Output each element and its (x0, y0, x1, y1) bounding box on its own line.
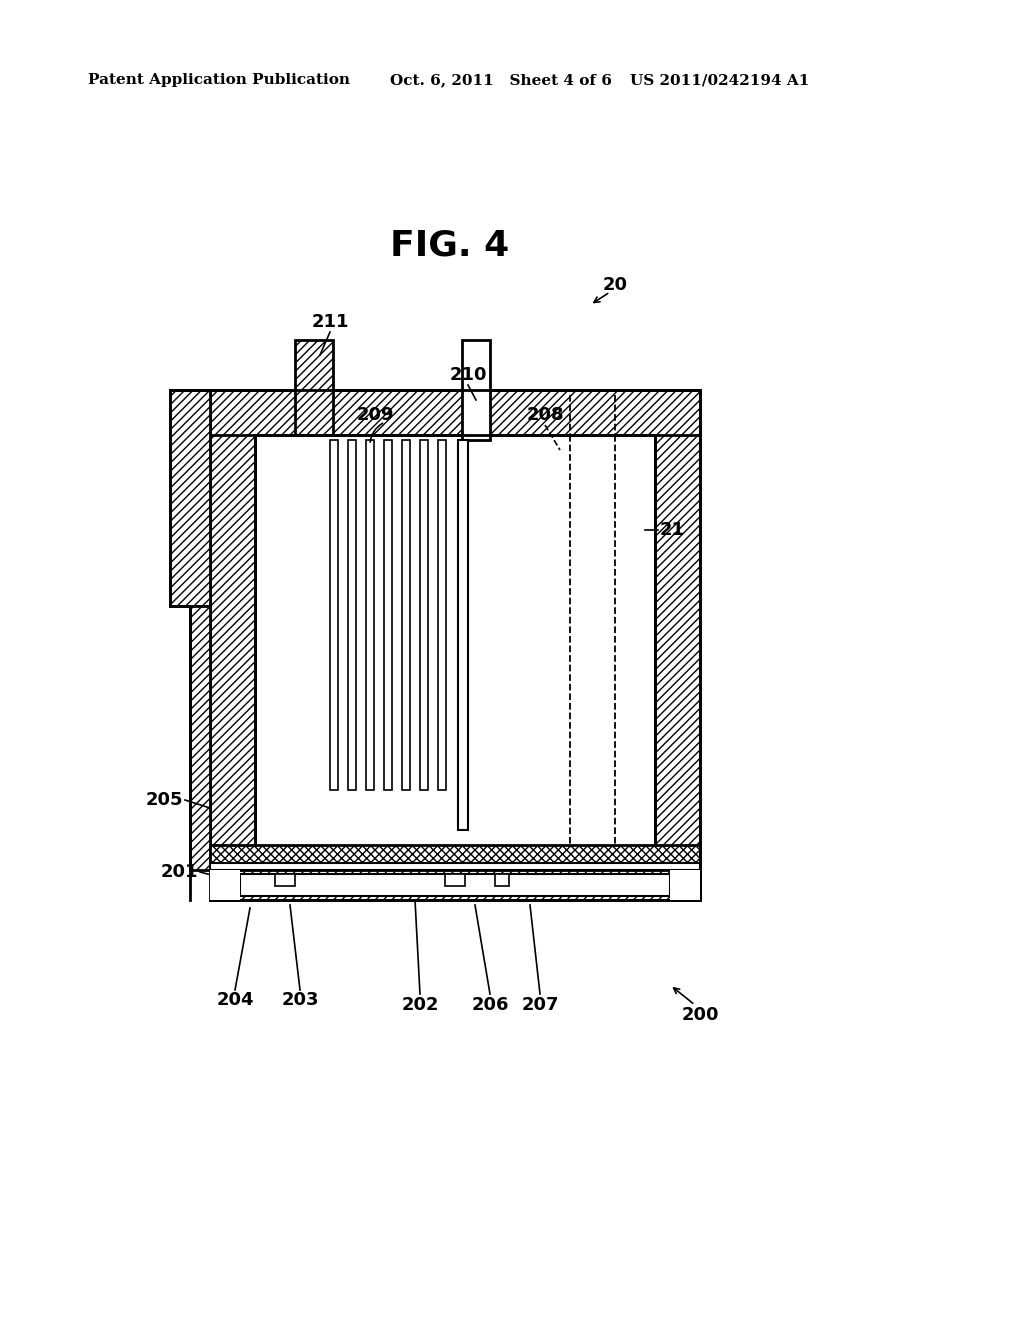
Bar (210, 870, 700, 900)
Bar (275, 874, 295, 886)
Text: 211: 211 (311, 313, 349, 331)
Bar (348, 440, 356, 789)
Bar (210, 389, 700, 436)
Bar (366, 440, 374, 789)
Text: 210: 210 (450, 366, 486, 384)
Bar (438, 440, 446, 789)
Bar (210, 389, 255, 870)
Bar (210, 870, 240, 900)
Text: Oct. 6, 2011   Sheet 4 of 6: Oct. 6, 2011 Sheet 4 of 6 (390, 73, 612, 87)
Text: 20: 20 (602, 276, 628, 294)
Bar (295, 341, 333, 436)
Bar (458, 440, 468, 830)
Text: 201: 201 (161, 863, 198, 880)
Text: 205: 205 (145, 791, 183, 809)
Text: 203: 203 (282, 991, 318, 1008)
Bar (240, 874, 670, 896)
Text: 21: 21 (660, 521, 685, 539)
Text: 206: 206 (471, 997, 509, 1014)
Text: 204: 204 (216, 991, 254, 1008)
Bar (420, 440, 428, 789)
Bar (655, 389, 700, 870)
Text: Patent Application Publication: Patent Application Publication (88, 73, 350, 87)
Text: 208: 208 (526, 407, 564, 424)
Bar (495, 874, 509, 886)
Bar (402, 440, 410, 789)
Text: FIG. 4: FIG. 4 (390, 228, 510, 261)
Bar (462, 341, 490, 440)
Text: 209: 209 (356, 407, 394, 424)
Bar (255, 436, 655, 870)
Text: 200: 200 (681, 1006, 719, 1024)
Bar (330, 440, 338, 789)
Bar (190, 606, 210, 870)
Bar (210, 863, 700, 870)
Text: US 2011/0242194 A1: US 2011/0242194 A1 (630, 73, 809, 87)
Text: 202: 202 (401, 997, 438, 1014)
Bar (445, 874, 465, 886)
Bar (170, 389, 210, 606)
Bar (210, 845, 700, 863)
Text: 207: 207 (521, 997, 559, 1014)
Bar (384, 440, 392, 789)
Bar (670, 870, 700, 900)
